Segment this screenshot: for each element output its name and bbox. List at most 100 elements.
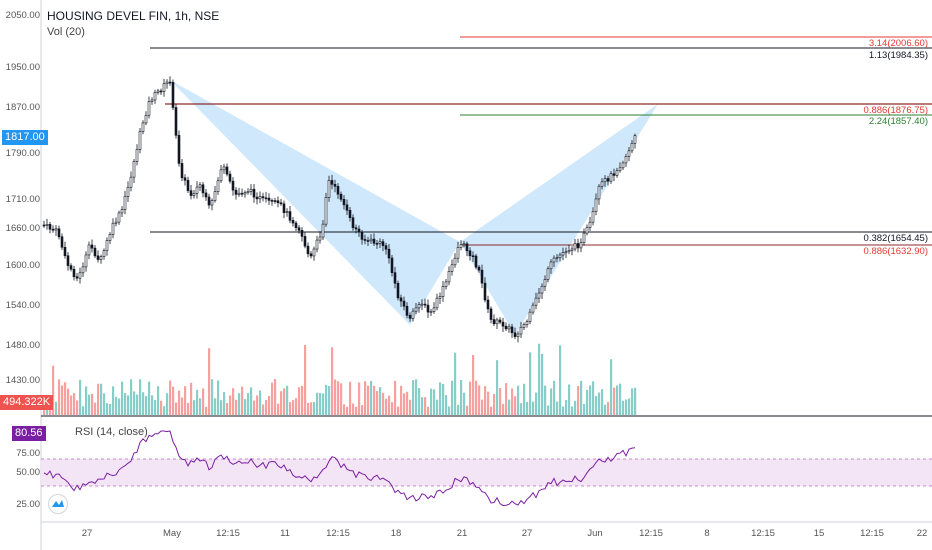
time-tick-1215-e: 12:15: [860, 528, 884, 539]
candle-body: [231, 180, 235, 191]
candle-body: [309, 253, 313, 257]
volume-bar: [571, 406, 574, 415]
candle-body: [423, 303, 427, 306]
candle-body: [78, 272, 82, 279]
volume-bar: [112, 386, 115, 415]
harmonic-pattern-left[interactable]: [170, 80, 460, 325]
volume-bar: [286, 385, 289, 415]
candle-body: [111, 222, 115, 235]
candle-body: [519, 326, 523, 335]
volume-bar: [316, 392, 319, 415]
volume-bar: [376, 391, 379, 415]
volume-bar: [139, 379, 142, 415]
candle-body: [243, 192, 247, 195]
volume-bar: [277, 403, 280, 415]
candle-body: [336, 186, 340, 195]
candle-body: [462, 243, 466, 246]
candle-body: [288, 211, 292, 221]
candle-body: [402, 300, 406, 307]
volume-bar: [85, 386, 88, 415]
volume-bar: [520, 403, 523, 415]
candle-body: [492, 319, 496, 325]
candle-body: [210, 200, 214, 206]
candle-body: [117, 212, 121, 223]
candle-body: [582, 232, 586, 243]
candle-body: [510, 326, 514, 334]
candle-body: [102, 250, 106, 257]
volume-bar: [253, 400, 256, 415]
candle-body: [246, 191, 250, 193]
candle-body: [45, 224, 49, 226]
candle-body: [306, 245, 310, 255]
volume-bar: [415, 379, 418, 415]
candle-body: [321, 223, 325, 238]
volume-bar: [58, 379, 61, 415]
volume-bar: [193, 400, 196, 415]
candle-body: [159, 90, 163, 93]
candle-body: [366, 240, 370, 242]
harmonic-pattern-right[interactable]: [460, 104, 658, 335]
candle-body: [555, 257, 559, 259]
candle-body: [276, 200, 280, 204]
volume-bar: [199, 398, 202, 415]
candle-body: [312, 248, 316, 257]
candle-body: [411, 310, 415, 319]
volume-indicator-label[interactable]: Vol (20): [47, 26, 85, 38]
volume-bar: [595, 396, 598, 415]
tradingview-logo-icon[interactable]: [48, 494, 68, 514]
candle-body: [540, 285, 544, 294]
candle-body: [207, 196, 211, 206]
symbol-title[interactable]: HOUSING DEVEL FIN, 1h, NSE: [47, 9, 220, 23]
price-tick-1790: 1790.00: [5, 148, 40, 159]
candle-body: [630, 142, 634, 152]
candle-body: [204, 192, 208, 198]
candle-body: [543, 279, 547, 287]
candle-body: [48, 224, 52, 230]
candle-body: [348, 210, 352, 219]
rsi-indicator-label[interactable]: RSI (14, close): [75, 426, 148, 438]
volume-bar: [454, 352, 457, 415]
volume-bar: [529, 352, 532, 415]
candle-body: [408, 315, 412, 319]
candle-body: [459, 244, 463, 248]
candle-body: [414, 307, 418, 312]
candle-body: [357, 228, 361, 233]
volume-bar: [148, 381, 151, 415]
candle-body: [618, 167, 622, 171]
volume-bar: [391, 402, 394, 415]
candle-body: [114, 221, 118, 224]
candle-body: [69, 265, 73, 270]
candle-body: [633, 135, 637, 144]
candle-body: [468, 250, 472, 257]
volume-bar: [385, 398, 388, 415]
volume-bar: [463, 392, 466, 415]
volume-bar: [175, 402, 178, 415]
rsi-line: [43, 430, 636, 507]
volume-bar: [358, 382, 361, 415]
candle-body: [501, 321, 505, 327]
candle-body: [330, 180, 334, 185]
candle-body: [222, 166, 226, 171]
candle-body: [603, 178, 607, 183]
candle-body: [564, 251, 568, 254]
candle-body: [342, 198, 346, 206]
time-tick-15: 15: [813, 528, 825, 539]
volume-bar: [127, 395, 130, 415]
volume-bar: [526, 401, 529, 415]
volume-bar: [217, 380, 220, 415]
candle-body: [552, 257, 556, 263]
volume-bar: [349, 381, 352, 415]
candle-body: [507, 326, 511, 330]
volume-bar: [121, 381, 124, 415]
candle-body: [594, 198, 598, 212]
volume-bar: [577, 386, 580, 415]
volume-bar: [91, 393, 94, 415]
volume-bar: [538, 343, 541, 415]
candlestick-series[interactable]: [42, 76, 637, 343]
candle-body: [498, 319, 502, 323]
volume-bars: [43, 343, 637, 415]
volume-bar: [202, 388, 205, 415]
candle-body: [192, 193, 196, 196]
volume-bar: [580, 380, 583, 415]
